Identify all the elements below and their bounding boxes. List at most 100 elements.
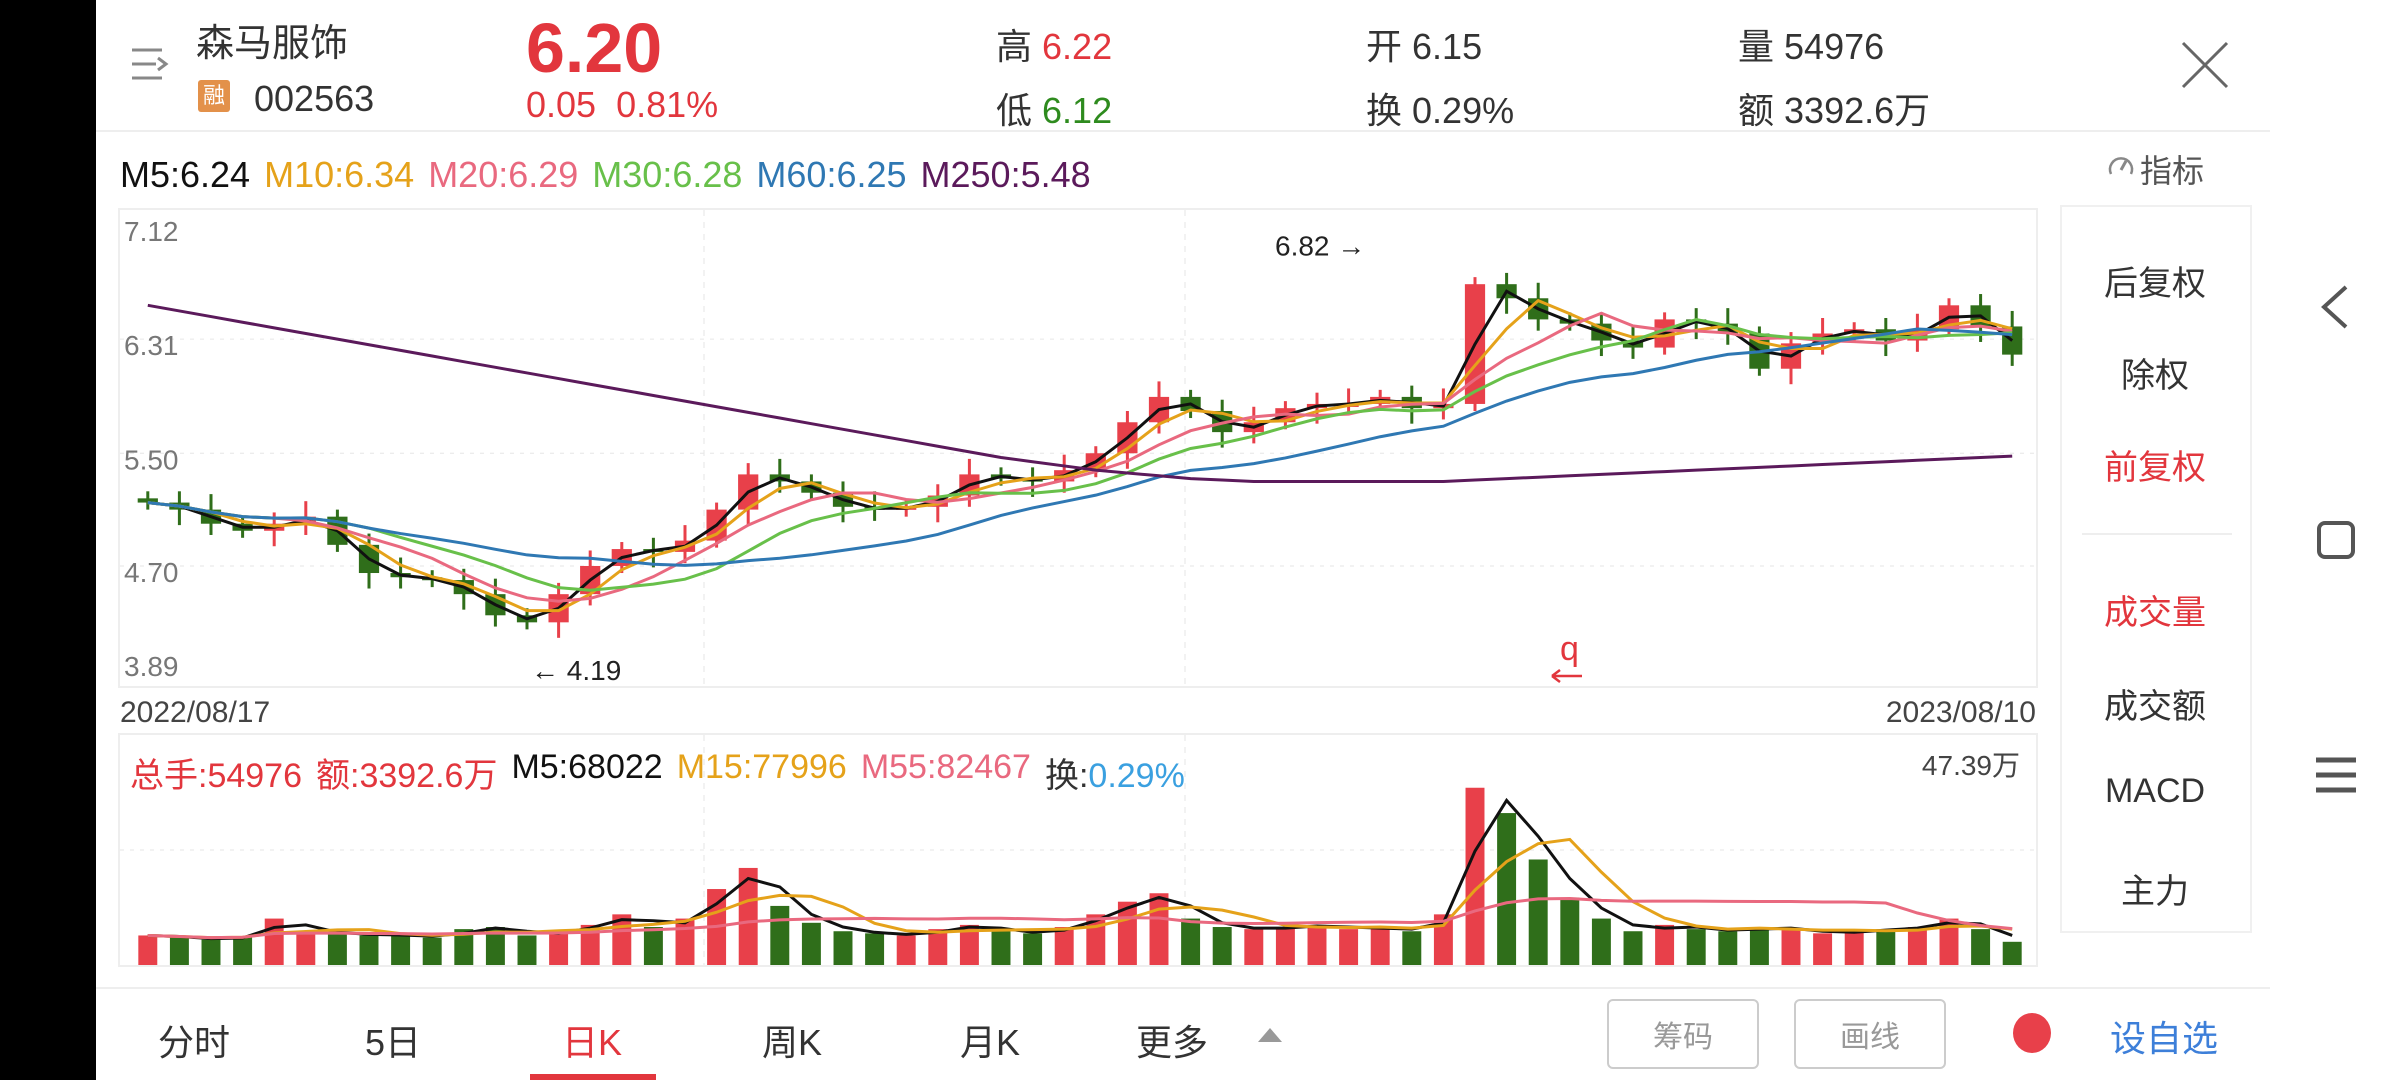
volume-bar	[1275, 927, 1295, 965]
volume-bar	[928, 929, 948, 965]
panel-item-macd[interactable]: MACD	[2104, 772, 2206, 810]
volume-bar	[1813, 933, 1833, 965]
volume-bar	[1528, 859, 1548, 965]
ma250-label: M250:5.48	[920, 154, 1091, 195]
low-stat: 低 6.12	[996, 82, 1112, 134]
volume-bar	[1370, 927, 1390, 965]
volume-bar	[1054, 927, 1074, 965]
end-date: 2023/08/10	[1885, 696, 2036, 729]
indicator-label: 指标	[2140, 153, 2205, 189]
volume-svg	[120, 735, 2036, 965]
turnover-label: 换	[1366, 90, 1403, 131]
volume-bar	[422, 937, 442, 965]
turnover-value: 0.29%	[1412, 90, 1515, 131]
volume-bar	[296, 931, 316, 965]
active-tab-underline	[530, 1074, 656, 1080]
volume-bar	[1749, 927, 1769, 965]
panel-item-volume[interactable]: 成交量	[2104, 594, 2206, 632]
volume-bar	[1939, 918, 1959, 965]
vol-turnover: 换:0.29%	[1045, 748, 1185, 797]
panel-item-forward-adjust[interactable]: 前复权	[2104, 449, 2206, 487]
low-label: 低	[996, 90, 1033, 131]
ma5-label: M5:6.24	[120, 154, 251, 195]
draw-line-button[interactable]: 画线	[1794, 999, 1946, 1069]
volume-bar	[738, 867, 758, 965]
ma5-line	[147, 289, 2014, 621]
vol-m15-line	[147, 837, 2013, 940]
home-nav-icon[interactable]	[2316, 520, 2356, 565]
tab-weekly-k[interactable]: 周K	[761, 1022, 823, 1063]
volume-bar	[1181, 918, 1201, 965]
change-percent: 0.81%	[616, 84, 719, 125]
right-panel	[2060, 205, 2252, 933]
chips-button[interactable]: 筹码	[1607, 999, 1759, 1069]
volume-bar	[485, 927, 505, 965]
ma30-line	[147, 318, 2013, 592]
close-icon[interactable]	[2180, 40, 2230, 90]
record-dot-icon[interactable]	[2013, 1013, 2051, 1053]
start-date: 2022/08/17	[120, 696, 271, 729]
volume-chart[interactable]	[118, 733, 2038, 967]
tab-intraday[interactable]: 分时	[157, 1022, 231, 1063]
bottom-divider	[96, 987, 2270, 989]
caret-up-icon[interactable]	[1258, 1028, 1282, 1042]
amount-value: 3392.6万	[1784, 90, 1931, 131]
volume-bar	[359, 935, 379, 965]
vol-m55: M55:82467	[860, 748, 1031, 786]
tab-monthly-k[interactable]: 月K	[959, 1022, 1021, 1063]
turnover-label: 换:	[1044, 757, 1089, 795]
volume-label: 量	[1738, 26, 1775, 67]
volume-bar	[391, 934, 411, 965]
change-value: 0.05	[526, 84, 597, 125]
volume-bar	[1212, 927, 1232, 965]
add-watchlist-button[interactable]: 设自选	[2110, 1018, 2219, 1059]
low-value: 6.12	[1042, 90, 1113, 131]
left-system-bar	[0, 0, 96, 1080]
high-value: 6.22	[1042, 26, 1113, 67]
kline-svg: 7.12 6.31 5.50 4.70 3.89 6.82 → ← 4.19 q	[120, 210, 2036, 686]
ma250-line	[147, 303, 2013, 483]
volume-bar	[1307, 924, 1327, 965]
tab-daily-k[interactable]: 日K	[561, 1022, 623, 1063]
panel-divider	[2082, 533, 2232, 535]
panel-item-back-adjust[interactable]: 后复权	[2104, 265, 2206, 303]
menu-icon[interactable]	[130, 44, 172, 84]
panel-item-main-force[interactable]: 主力	[2121, 873, 2189, 911]
volume-bar	[1465, 787, 1485, 965]
y-tick-label: 3.89	[124, 651, 179, 682]
high-stat: 高 6.22	[996, 18, 1112, 70]
volume-bar	[1718, 931, 1738, 965]
volume-amount: 额:3392.6万	[316, 757, 498, 795]
candle-body	[137, 498, 158, 503]
vol-m15: M15:77996	[676, 748, 847, 786]
volume-legend: 总手:54976 额:3392.6万 M5:68022 M15:77996 M5…	[130, 748, 1185, 797]
tab-5day[interactable]: 5日	[364, 1022, 422, 1063]
q-marker: q	[1560, 630, 1579, 668]
volume-bar	[675, 918, 695, 965]
volume-bar	[454, 929, 474, 965]
open-label: 开	[1366, 26, 1403, 67]
marker-arrow-icon	[1551, 669, 1582, 683]
volume-bar	[1402, 931, 1422, 965]
volume-bar	[1560, 897, 1580, 965]
vol-m55-line	[147, 897, 2013, 940]
tab-more[interactable]: 更多	[1135, 1022, 1209, 1063]
panel-item-ex-rights[interactable]: 除权	[2121, 357, 2189, 395]
y-tick-label: 7.12	[124, 216, 179, 247]
y-tick-label: 5.50	[124, 444, 179, 475]
kline-chart[interactable]: 7.12 6.31 5.50 4.70 3.89 6.82 → ← 4.19 q	[118, 208, 2038, 688]
recents-nav-icon[interactable]	[2314, 755, 2358, 800]
volume-bar	[1623, 931, 1643, 965]
volume-bar	[138, 935, 158, 965]
panel-item-amount[interactable]: 成交额	[2104, 688, 2206, 726]
high-label: 高	[996, 26, 1033, 67]
back-nav-icon[interactable]	[2318, 284, 2352, 335]
indicator-button[interactable]: 指标	[2106, 146, 2204, 192]
volume-bar	[1655, 924, 1675, 965]
volume-bar	[1149, 893, 1169, 965]
volume-bar	[1781, 929, 1801, 965]
gauge-icon	[2106, 150, 2136, 188]
volume-bar	[801, 922, 821, 965]
high-annotation: 6.82 →	[1275, 230, 1365, 261]
volume-bar	[2002, 941, 2022, 965]
